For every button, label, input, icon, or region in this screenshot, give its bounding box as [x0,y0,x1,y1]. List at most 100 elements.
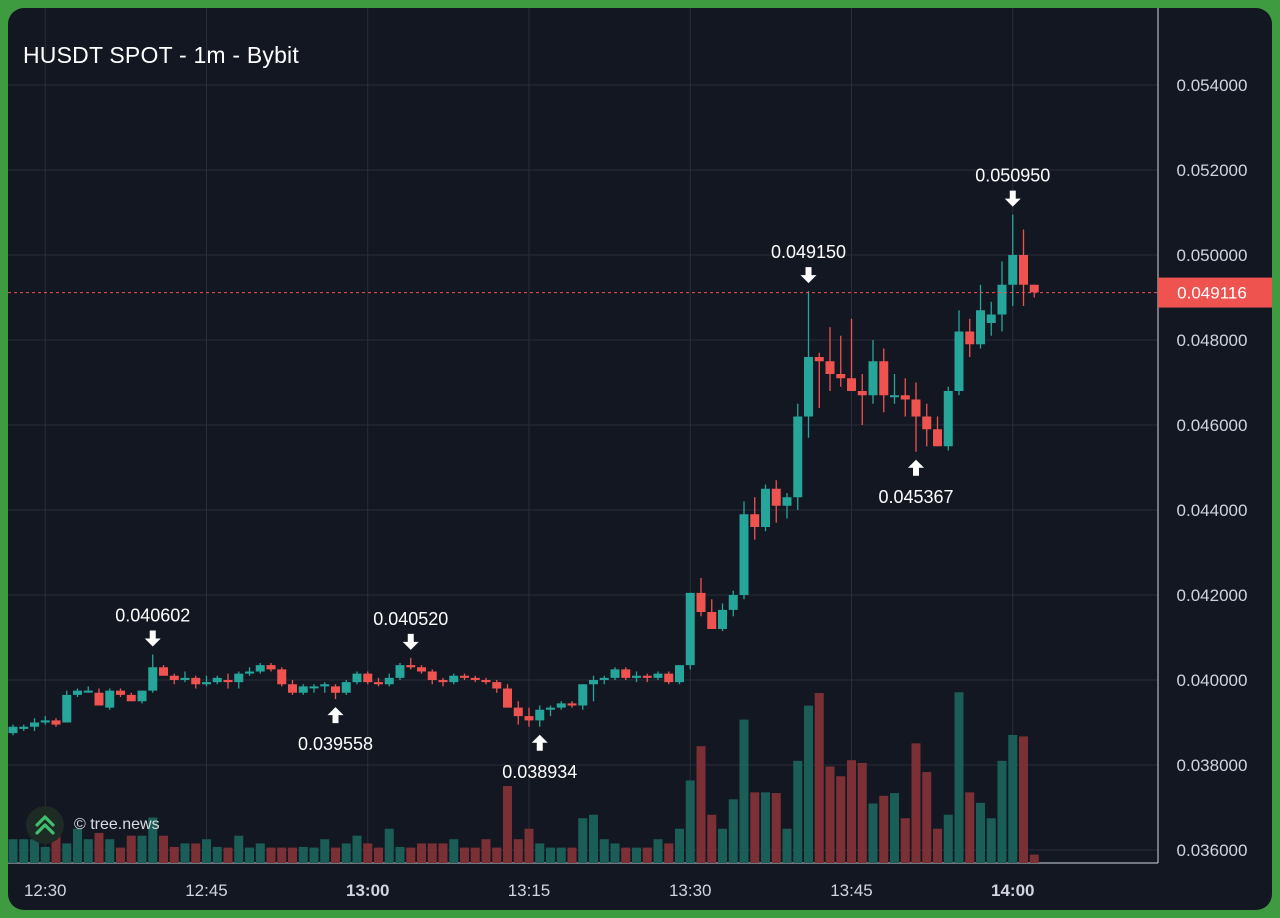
volume-bar [159,835,168,863]
volume-bar [363,843,373,863]
volume-bar [40,846,50,863]
volume-bar [1029,854,1039,863]
volume-bar [212,846,222,863]
candle-body [535,709,545,721]
volume-bar [782,828,792,863]
arrow-up-icon [908,459,924,476]
volume-bar [857,762,867,863]
volume-bar [417,843,426,863]
candle-body [223,680,233,683]
annotation-label: 0.040602 [115,606,190,626]
candle-body [427,671,437,680]
volume-bar [503,786,512,863]
volume-bar [685,780,695,863]
volume-bar [438,843,448,863]
candle-body [169,675,179,680]
x-tick-label: 13:00 [346,881,389,900]
candlestick-chart[interactable]: 0.054000 0.052000 0.050000 0.048000 0.046000… [8,8,1272,910]
volume-bar [492,847,502,863]
candle-body [1019,255,1028,285]
volume-bar [288,847,297,863]
candle-body [51,720,61,725]
candle-body [954,331,964,391]
candle-body [503,688,512,708]
candle-body [245,671,254,674]
candle-body [761,488,770,527]
volume-bar [73,828,82,863]
candle-body [137,690,147,702]
current-price-label: 0.049116 [1177,284,1247,303]
candle-body [804,357,813,417]
arrow-down-icon [144,630,161,647]
volume-bar [481,839,491,863]
low-annotation: 0.045367 [878,459,954,507]
candle-body [847,378,856,391]
candle-body [610,669,620,678]
x-tick-label: 12:45 [185,881,228,900]
candle-body [105,690,115,708]
volume-bar [245,847,254,863]
watermark: © tree.news [26,805,160,845]
chart-title: HUSDT SPOT - 1m - Bybit [23,42,299,68]
candle-body [492,682,502,689]
candle-body [191,677,201,685]
candle-body [771,488,781,506]
arrow-down-icon [1004,190,1021,207]
annotation-label: 0.045367 [878,487,953,507]
volume-bar [266,847,276,863]
y-tick-label: 0.042000 [1177,586,1248,605]
volume-bar [449,839,459,863]
volume-bar [460,847,469,863]
candle-body [395,665,405,678]
volume-bar [621,847,631,863]
volume-bar [976,802,985,863]
candle-body [728,595,738,610]
volume-bar [922,772,932,863]
candle-body [900,395,910,400]
volume-bar [546,847,555,863]
candle-body [911,399,921,417]
volume-bar [589,814,598,863]
volume-bar [352,835,362,863]
volume-bar [309,847,319,863]
volume-bar [578,818,588,863]
candle-body [19,726,29,729]
y-tick-label: 0.048000 [1177,331,1248,350]
x-tick-label: 14:00 [991,881,1034,900]
candle-body [73,690,82,695]
tree-logo-icon [26,806,64,844]
volume-bar [836,776,846,863]
candle-body [1008,255,1018,285]
candle-body [94,692,104,706]
candle-body [406,665,416,668]
candle-body [750,514,760,527]
candle-body [438,680,448,683]
annotation-label: 0.050950 [975,166,1050,186]
candle-body [718,609,727,629]
annotation-label: 0.040520 [373,609,448,629]
candle-body [1029,284,1039,293]
candle-body [255,665,265,672]
volume-bar [567,847,577,863]
volume-bar [761,792,770,863]
candle-body [363,673,373,683]
candle-body [653,673,663,678]
candle-body [374,682,383,685]
candle-body [814,357,824,362]
candle-body [341,682,351,693]
candle-body [180,677,190,680]
volume-bar [62,843,72,863]
volume-bar [642,847,652,863]
volume-bar [320,839,330,863]
volume-bar [169,846,179,863]
candle-body [524,716,534,721]
volume-bar [707,814,717,863]
low-annotation: 0.038934 [502,734,577,782]
candle-body [976,310,985,345]
candle-body [417,667,426,672]
volume-bar [718,828,727,863]
volume-bar [825,766,835,863]
volume-bar [696,746,706,863]
candle-body [126,694,136,702]
candle-body [298,686,308,693]
